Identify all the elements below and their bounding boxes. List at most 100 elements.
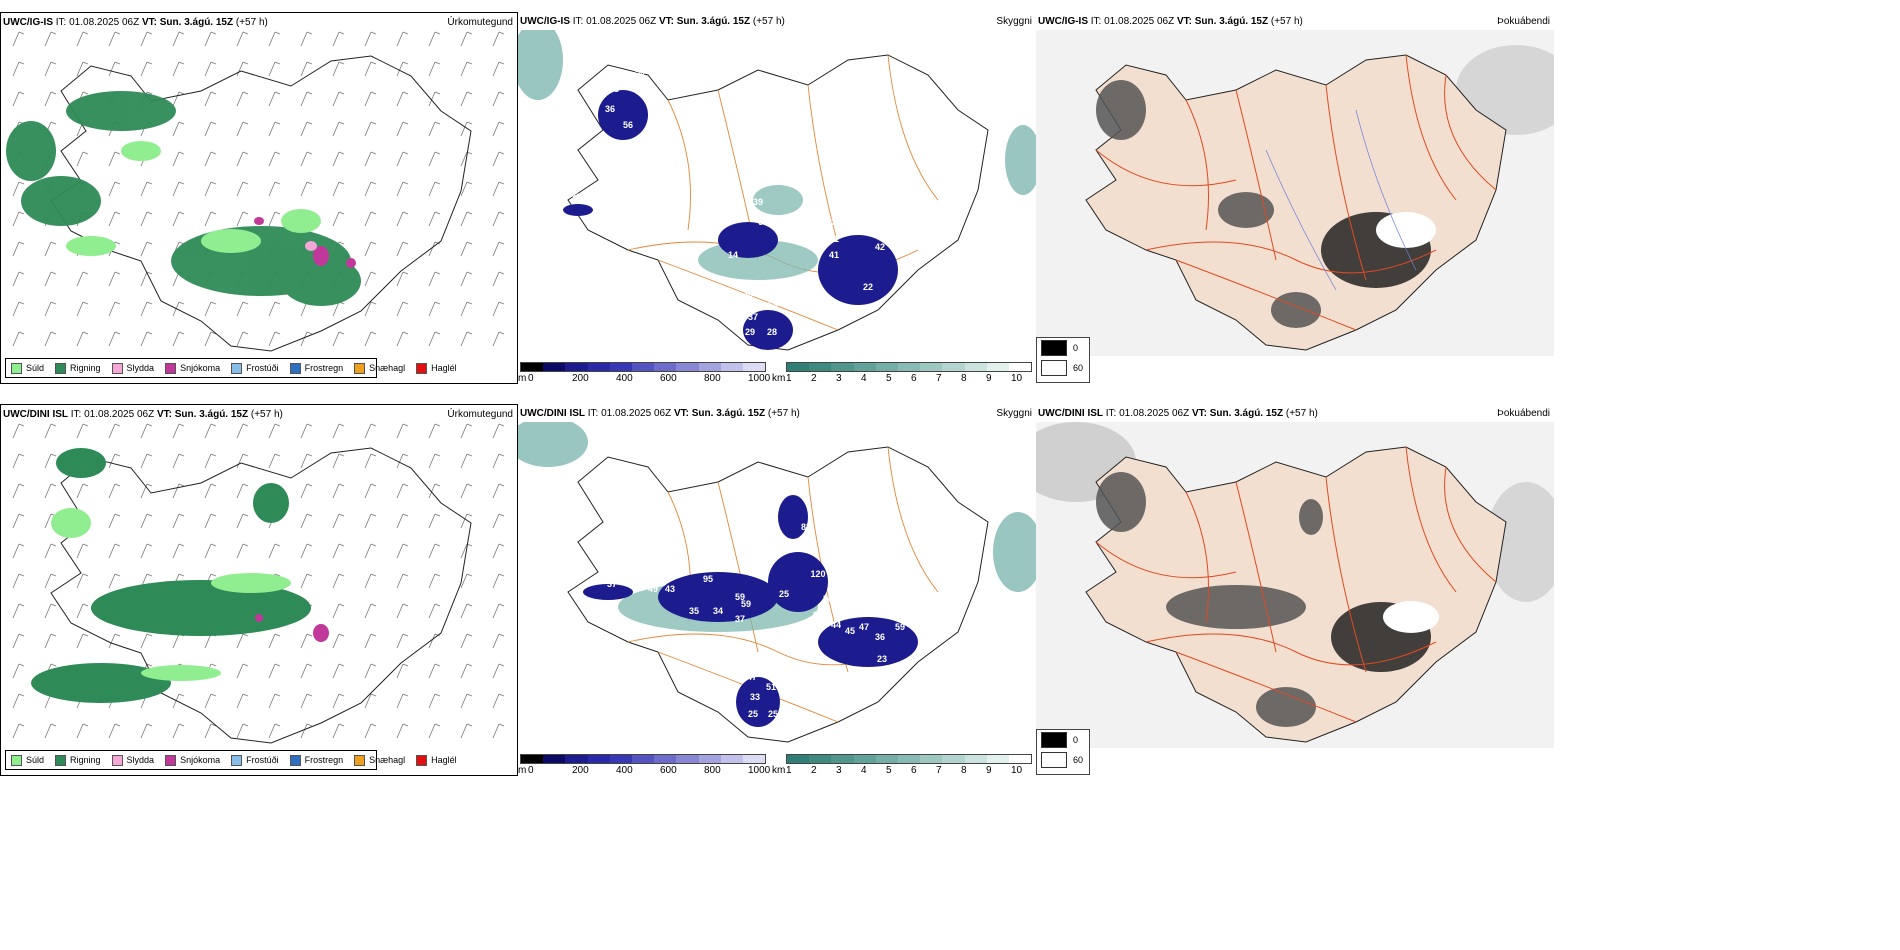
wind-barb xyxy=(236,483,249,499)
wind-barb xyxy=(460,121,473,137)
wind-barb xyxy=(172,331,185,347)
wind-barb xyxy=(492,573,505,589)
colorbar-segment xyxy=(1008,363,1032,371)
wind-barb xyxy=(364,483,377,499)
wind-barb xyxy=(460,483,473,499)
cloud-height-label: 59 xyxy=(741,599,751,609)
wind-barb xyxy=(364,271,377,287)
wind-barb xyxy=(140,181,153,197)
cloud-height-label: 47 xyxy=(747,672,757,682)
wind-barb xyxy=(396,271,409,287)
colorbar-segment xyxy=(920,755,943,763)
fog-legend-swatch xyxy=(1041,360,1067,376)
colorbar-segment xyxy=(565,363,588,371)
wind-barb xyxy=(76,151,89,167)
wind-barb xyxy=(172,543,185,559)
wind-barb xyxy=(204,423,217,439)
height-colorbar xyxy=(520,362,766,372)
wind-barb xyxy=(332,61,345,77)
wind-barb xyxy=(332,573,345,589)
cloud-height-label: 22 xyxy=(863,282,873,292)
wind-barb xyxy=(428,483,441,499)
colorbar-tick-label: 6 xyxy=(911,765,917,776)
panel-header: UWC/DINI ISL IT: 01.08.2025 06Z VT: Sun.… xyxy=(3,409,283,420)
panel-type-label: Úrkomutegund xyxy=(447,409,513,420)
colorbar-tick-label: 10 xyxy=(1011,373,1023,384)
wind-barb xyxy=(76,331,89,347)
wind-barb xyxy=(460,663,473,679)
wind-barb xyxy=(172,211,185,227)
wind-barb xyxy=(204,301,217,317)
wind-barb xyxy=(236,151,249,167)
wind-barb xyxy=(236,633,249,649)
wind-barb xyxy=(460,603,473,619)
wind-barb xyxy=(332,663,345,679)
visibility-colorbar xyxy=(786,754,1032,764)
legend-label: Haglél xyxy=(431,755,457,765)
legend-swatch xyxy=(416,362,428,374)
wind-barb xyxy=(204,723,217,739)
panel-type-label: Úrkomutegund xyxy=(447,17,513,28)
legend-item: Snjókoma xyxy=(165,754,220,766)
wind-barb xyxy=(12,271,25,287)
cloud-height-label: 38 xyxy=(609,84,619,94)
cloud-height-label: 25 xyxy=(748,709,758,719)
wind-barb xyxy=(236,663,249,679)
legend-item: Rigning xyxy=(55,754,101,766)
wind-barb xyxy=(236,723,249,739)
wind-barb xyxy=(204,211,217,227)
wind-barb xyxy=(492,603,505,619)
wind-barb xyxy=(140,633,153,649)
colorbar-tick-label: 800 xyxy=(704,373,721,384)
wind-barb xyxy=(364,723,377,739)
wind-barb xyxy=(428,91,441,107)
wind-barb xyxy=(12,693,25,709)
wind-barb xyxy=(460,693,473,709)
cloud-map: 50 38 36 87 56 10 12 33 39 36 61 48 39 41 41 42 14 22 78 58… xyxy=(518,30,1036,351)
colorbar-segment xyxy=(521,363,544,371)
wind-barb xyxy=(364,453,377,469)
wind-barb xyxy=(172,181,185,197)
wind-barb xyxy=(492,633,505,649)
fog-map xyxy=(1036,422,1554,748)
legend-swatch xyxy=(231,362,243,374)
wind-barb xyxy=(364,573,377,589)
wind-barb xyxy=(12,723,25,739)
precip-map xyxy=(12,423,505,744)
colorbar-tick-label: 5 xyxy=(886,765,892,776)
wind-barb xyxy=(172,513,185,529)
cloud-height-label: 29 xyxy=(745,327,755,337)
cloud-height-label: 23 xyxy=(877,654,887,664)
cloud-height-label: 70 xyxy=(813,180,823,190)
wind-barb xyxy=(140,543,153,559)
cloud-height-label: 12 xyxy=(775,152,785,162)
colorbar-tick-label: 7 xyxy=(936,765,942,776)
panel-header: UWC/IG-IS IT: 01.08.2025 06Z VT: Sun. 3.… xyxy=(520,16,785,27)
wind-barb xyxy=(396,61,409,77)
precip-type-panel-ig: UWC/IG-IS IT: 01.08.2025 06Z VT: Sun. 3.… xyxy=(0,12,518,384)
height-unit: m xyxy=(518,373,527,384)
wind-barb xyxy=(396,91,409,107)
legend-item: Haglél xyxy=(416,362,457,374)
wind-barb xyxy=(332,453,345,469)
cloud-height-label: 48 xyxy=(813,200,823,210)
legend-swatch xyxy=(165,362,177,374)
wind-barb xyxy=(364,513,377,529)
wind-barb xyxy=(332,543,345,559)
colorbar-tick-label: 0 xyxy=(528,373,534,384)
wind-barb xyxy=(108,633,121,649)
cloud-height-label: 43 xyxy=(665,584,675,594)
legend-swatch xyxy=(11,754,22,766)
wind-barb xyxy=(492,301,505,317)
wind-barb xyxy=(108,271,121,287)
wind-barb xyxy=(492,331,505,347)
precip-legend: Súld Rigning Slydda Snjókoma Frostúði Frostre… xyxy=(5,358,457,378)
wind-barb xyxy=(428,271,441,287)
wind-barb xyxy=(428,603,441,619)
wind-barb xyxy=(12,573,25,589)
colorbar-segment xyxy=(897,363,921,371)
legend-swatch xyxy=(111,754,123,766)
wind-barb xyxy=(172,31,185,47)
wind-barb xyxy=(108,151,121,167)
wind-barb xyxy=(172,151,185,167)
